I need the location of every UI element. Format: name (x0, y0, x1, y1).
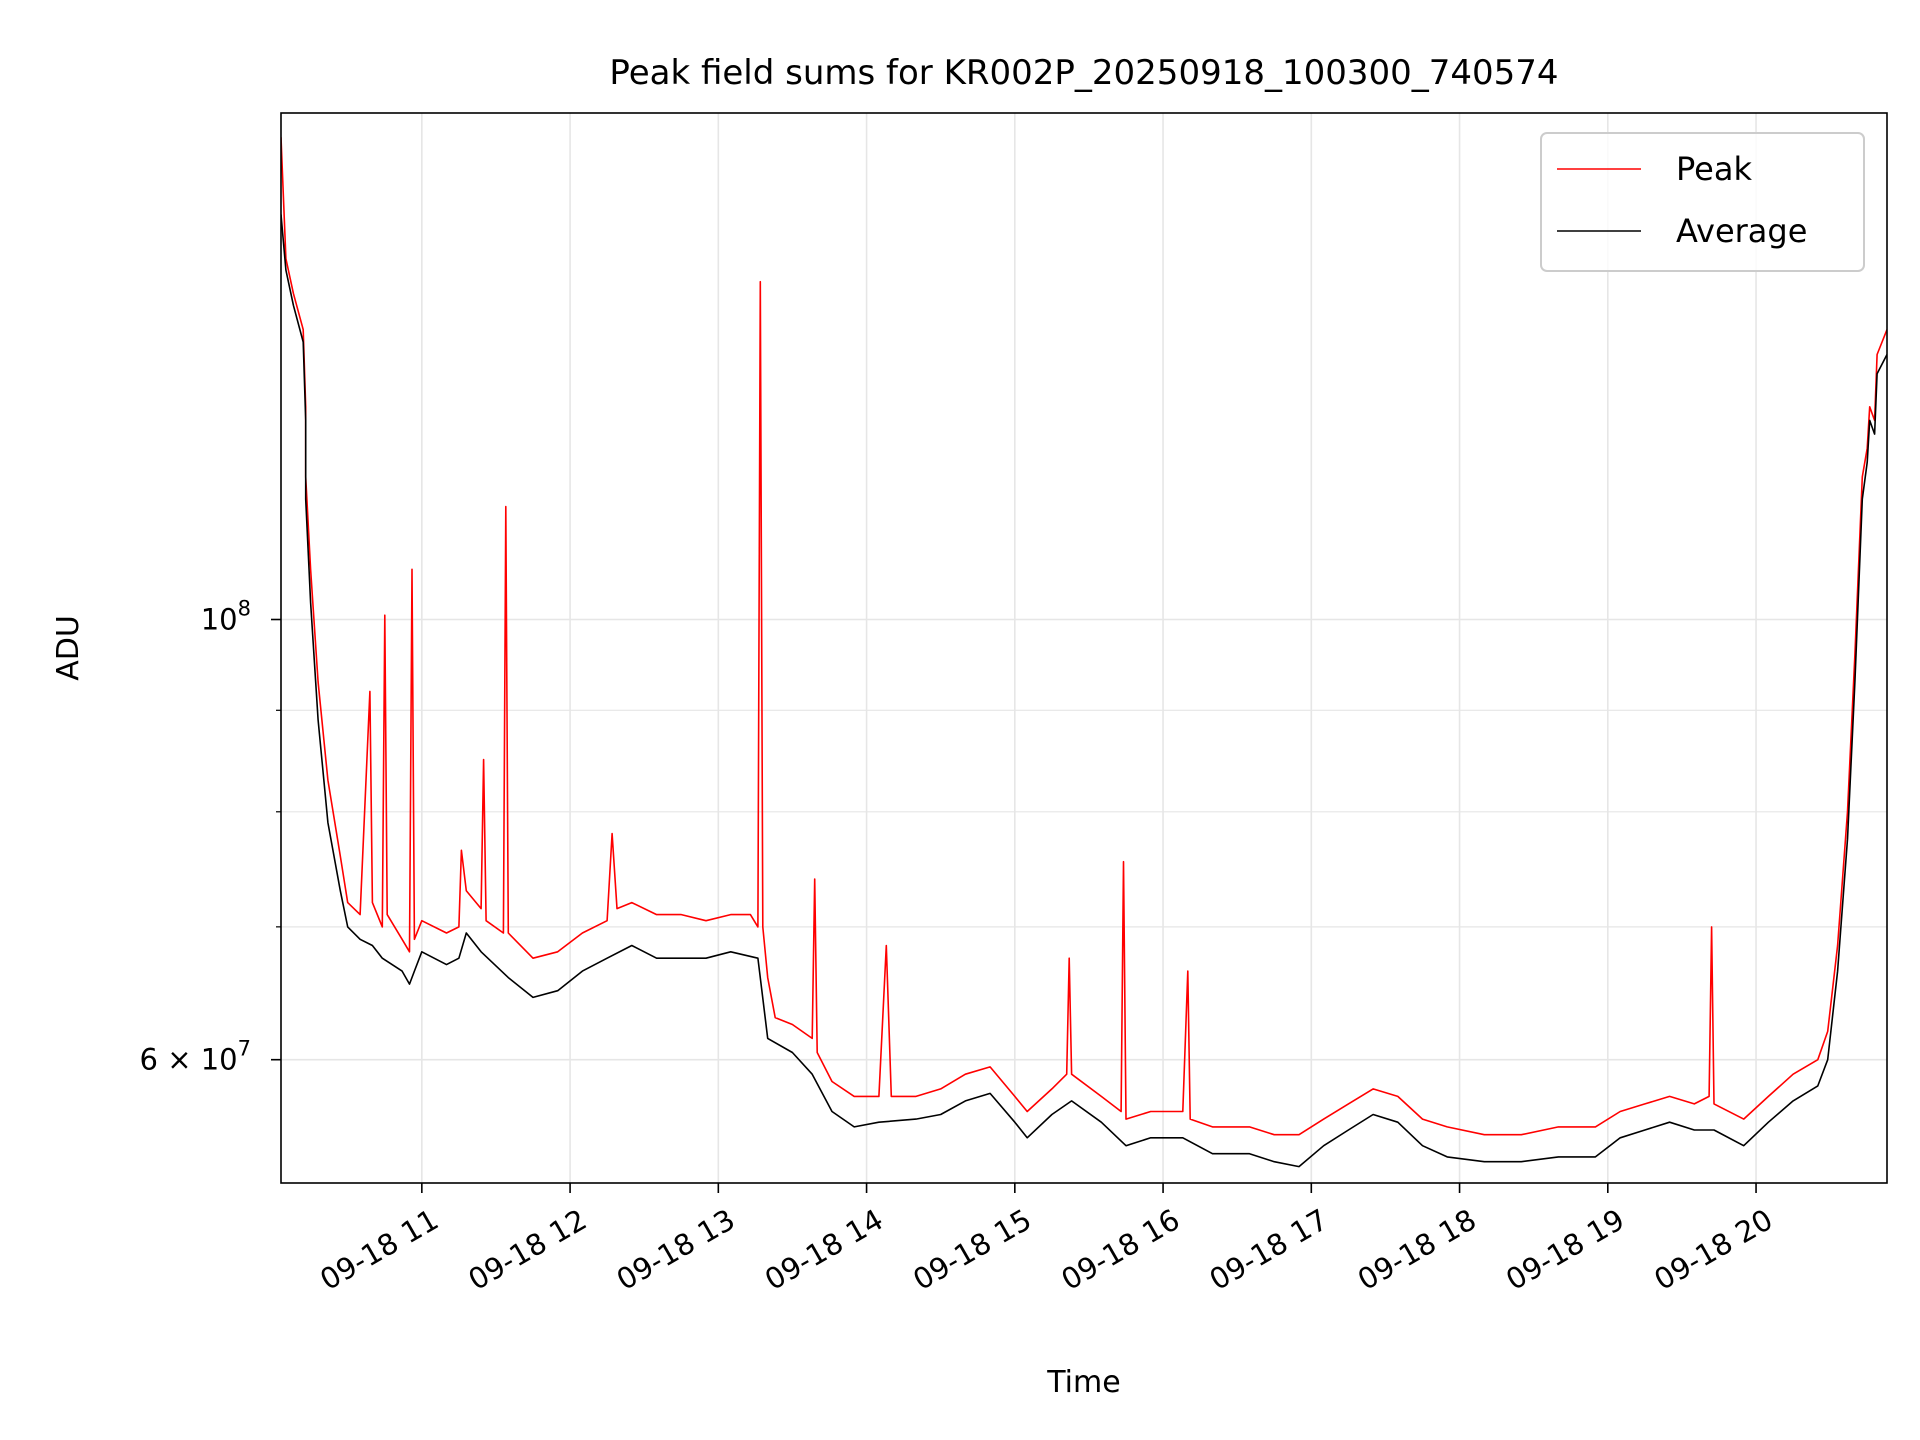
x-axis-label: Time (1046, 1365, 1120, 1400)
series-line-peak (281, 137, 1887, 1136)
y-axis-label: ADU (51, 615, 86, 681)
legend-label-peak: Peak (1676, 150, 1752, 188)
y-tick-label: 108 (201, 597, 251, 637)
chart-title: Peak field sums for KR002P_20250918_1003… (609, 53, 1558, 93)
y-tick-label: 6 × 107 (140, 1037, 251, 1077)
legend-label-average: Average (1676, 212, 1807, 250)
grid (281, 113, 1887, 1183)
series-line-average (281, 214, 1887, 1168)
plot-series (281, 137, 1887, 1168)
legend-box (1540, 132, 1865, 272)
axes-frame (280, 112, 1888, 1184)
legend: Peak Average (1540, 132, 1865, 272)
